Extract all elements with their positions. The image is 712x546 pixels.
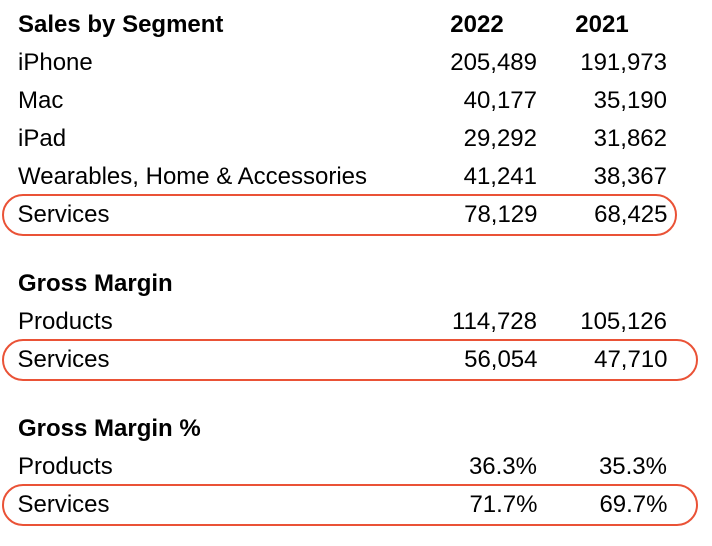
section-title: Sales by Segment (18, 11, 224, 38)
value-2021: 47,710 (594, 346, 668, 373)
row-label: Services (17, 201, 110, 228)
value-2022: 36.3% (468, 453, 537, 480)
table-row-products-gm-pct: Products 36.3% 35.3% (0, 448, 712, 486)
row-label: Services (17, 346, 110, 373)
section-title: Gross Margin % (18, 415, 201, 442)
section-title: Gross Margin (18, 270, 173, 297)
value-2022: 71.7% (469, 491, 538, 518)
table-row-ipad: iPad 29,292 31,862 (0, 120, 712, 158)
row-label: iPad (18, 125, 67, 152)
row-label: Products (18, 453, 113, 480)
table-row-products-gm: Products 114,728 105,126 (0, 303, 712, 341)
table-row-wearables: Wearables, Home & Accessories 41,241 38,… (0, 158, 712, 196)
table-row-mac: Mac 40,177 35,190 (0, 82, 712, 120)
value-2022: 205,489 (450, 49, 537, 76)
table-header-row: Sales by Segment 2022 2021 (0, 6, 712, 44)
row-label: Products (18, 308, 113, 335)
value-2022: 41,241 (463, 163, 537, 190)
section-gross-margin: Gross Margin Products 114,728 105,126 Se… (0, 265, 712, 381)
value-2021: 35.3% (598, 453, 667, 480)
section-gross-margin-pct: Gross Margin % Products 36.3% 35.3% Serv… (0, 410, 712, 526)
value-2022: 114,728 (452, 308, 537, 335)
value-2021: 191,973 (580, 49, 667, 76)
row-label: iPhone (18, 49, 93, 76)
value-2021: 38,367 (593, 163, 667, 190)
section-header-row: Gross Margin % (0, 410, 712, 448)
value-2021: 69.7% (599, 491, 668, 518)
column-header-2021: 2021 (575, 11, 629, 38)
value-2022: 56,054 (464, 346, 538, 373)
value-2022: 29,292 (463, 125, 537, 152)
row-label: Mac (18, 87, 64, 114)
value-2021: 31,862 (593, 125, 667, 152)
table-row-iphone: iPhone 205,489 191,973 (0, 44, 712, 82)
column-header-2022: 2022 (450, 11, 504, 38)
value-2022: 78,129 (464, 201, 538, 228)
section-header-row: Gross Margin (0, 265, 712, 303)
value-2021: 35,190 (593, 87, 667, 114)
section-sales-by-segment: Sales by Segment 2022 2021 iPhone 205,48… (0, 6, 712, 236)
table-row-services-gm-pct-highlight-oval: Services 71.7% 69.7% (2, 484, 698, 526)
value-2022: 40,177 (463, 87, 537, 114)
row-label: Wearables, Home & Accessories (18, 163, 368, 190)
value-2021: 105,126 (580, 308, 667, 335)
table-row-services-sales-highlight-oval: Services 78,129 68,425 (2, 194, 677, 236)
table-row-services-gm-highlight-oval: Services 56,054 47,710 (2, 339, 698, 381)
value-2021: 68,425 (594, 201, 668, 228)
row-label: Services (17, 491, 110, 518)
